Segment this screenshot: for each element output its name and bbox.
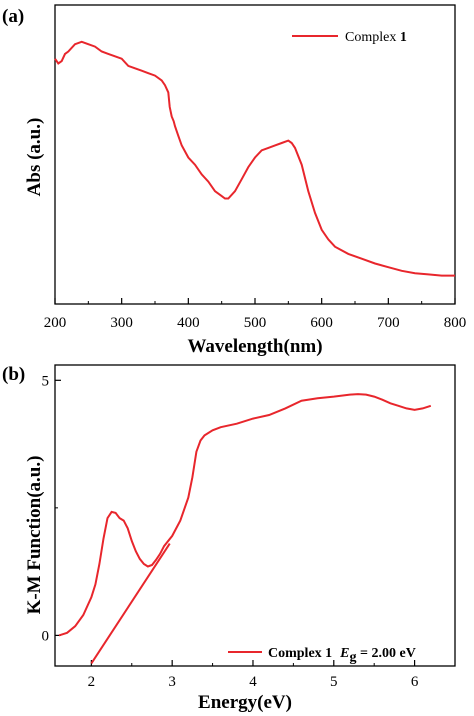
panel-b-tangent-line [90, 543, 171, 664]
panel-a-series-line [54, 40, 455, 277]
panel-a-x-tick-label: 700 [377, 315, 400, 331]
panel-b-y-tick-label: 5 [42, 373, 50, 389]
panel-a-x-tick-label: 800 [444, 315, 467, 331]
panel-a-plot-frame [54, 4, 456, 305]
panel-b-series-line [58, 393, 432, 637]
panel-b-x-tick-label: 3 [168, 674, 176, 690]
panel-a-legend: Complex 1 [292, 30, 407, 45]
panel-b-x-tick-label: 2 [88, 674, 96, 690]
panel-b-y-ticks [55, 379, 61, 636]
panel-a-y-axis-label: Abs (a.u.) [24, 118, 45, 197]
panel-b-y-axis-label: K-M Function(a.u.) [24, 456, 45, 615]
panel-b-x-tick-label: 5 [330, 674, 338, 690]
panel-a-x-tick-label: 200 [44, 315, 67, 331]
panel-b-x-tick-label: 4 [249, 674, 257, 690]
panel-b-x-tick-label: 6 [411, 674, 419, 690]
panel-a-x-tick-label: 500 [244, 315, 267, 331]
panel-b-plot-frame [54, 364, 456, 667]
panel-a-x-axis-label: Wavelength(nm) [187, 336, 322, 357]
panel-a: (a) 200 300 400 500 600 700 800 Complex 1 Wave… [2, 4, 467, 357]
panel-a-x-tick-label: 400 [177, 315, 200, 331]
panel-a-legend-label: Complex 1 [345, 30, 407, 45]
panel-b-legend: Complex 1 Eg = 2.00 eV [228, 646, 416, 665]
panel-a-x-tick-labels: 200 300 400 500 600 700 800 [44, 315, 467, 331]
panel-b-y-tick-label: 0 [42, 628, 50, 644]
panel-b-legend-label: Complex 1 Eg = 2.00 eV [268, 646, 416, 665]
panel-b-x-ticks [90, 660, 456, 666]
panel-a-label: (a) [2, 6, 24, 27]
panel-b-x-tick-labels: 2 3 4 5 6 [88, 674, 419, 690]
panel-a-x-tick-label: 300 [110, 315, 133, 331]
panel-a-x-tick-label: 600 [310, 315, 333, 331]
panel-b-y-tick-labels: 05 [42, 373, 50, 644]
panel-b-label: (b) [2, 364, 25, 385]
panel-b-x-axis-label: Energy(eV) [198, 692, 292, 713]
panel-a-x-ticks [54, 298, 456, 304]
